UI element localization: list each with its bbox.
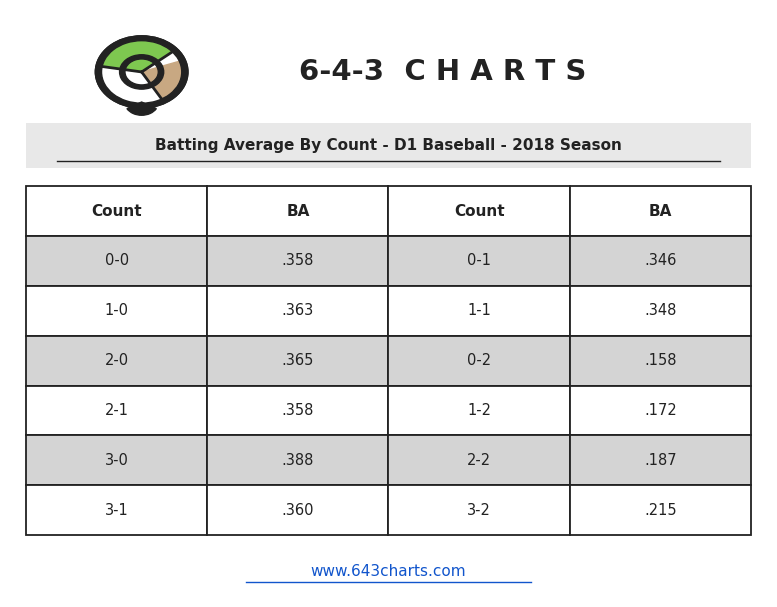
Wedge shape xyxy=(120,55,164,89)
Text: 1-1: 1-1 xyxy=(467,304,491,318)
FancyBboxPatch shape xyxy=(207,186,388,236)
Text: .215: .215 xyxy=(644,503,677,518)
Text: .363: .363 xyxy=(282,304,314,318)
FancyBboxPatch shape xyxy=(207,385,388,435)
Text: 3-1: 3-1 xyxy=(105,503,128,518)
FancyBboxPatch shape xyxy=(207,435,388,485)
Text: .358: .358 xyxy=(282,403,314,418)
Wedge shape xyxy=(141,61,182,99)
FancyBboxPatch shape xyxy=(207,286,388,336)
Text: BA: BA xyxy=(286,203,309,219)
Wedge shape xyxy=(96,36,188,108)
FancyBboxPatch shape xyxy=(207,336,388,385)
Text: .360: .360 xyxy=(281,503,314,518)
Text: 6-4-3  C H A R T S: 6-4-3 C H A R T S xyxy=(299,58,586,86)
FancyBboxPatch shape xyxy=(388,485,570,535)
FancyBboxPatch shape xyxy=(570,286,751,336)
FancyBboxPatch shape xyxy=(26,286,207,336)
Text: 1-2: 1-2 xyxy=(467,403,491,418)
Text: 0-0: 0-0 xyxy=(104,254,129,268)
Text: .388: .388 xyxy=(282,453,314,468)
Text: Batting Average By Count - D1 Baseball - 2018 Season: Batting Average By Count - D1 Baseball -… xyxy=(155,138,622,153)
Text: 2-1: 2-1 xyxy=(105,403,128,418)
FancyBboxPatch shape xyxy=(388,286,570,336)
Text: BA: BA xyxy=(649,203,672,219)
FancyBboxPatch shape xyxy=(570,236,751,286)
FancyBboxPatch shape xyxy=(207,485,388,535)
FancyBboxPatch shape xyxy=(570,186,751,236)
Text: 1-0: 1-0 xyxy=(105,304,128,318)
Text: .187: .187 xyxy=(644,453,677,468)
Text: Count: Count xyxy=(91,203,142,219)
Circle shape xyxy=(102,41,182,103)
FancyBboxPatch shape xyxy=(26,186,207,236)
Wedge shape xyxy=(127,102,156,115)
FancyBboxPatch shape xyxy=(570,385,751,435)
FancyBboxPatch shape xyxy=(570,435,751,485)
FancyBboxPatch shape xyxy=(207,236,388,286)
Text: .358: .358 xyxy=(282,254,314,268)
FancyBboxPatch shape xyxy=(26,485,207,535)
FancyBboxPatch shape xyxy=(388,186,570,236)
Text: .172: .172 xyxy=(644,403,677,418)
Wedge shape xyxy=(102,41,172,72)
FancyBboxPatch shape xyxy=(388,435,570,485)
Text: .346: .346 xyxy=(644,254,677,268)
FancyBboxPatch shape xyxy=(26,435,207,485)
Circle shape xyxy=(96,36,188,108)
Text: 3-2: 3-2 xyxy=(467,503,491,518)
Text: .365: .365 xyxy=(282,353,314,368)
FancyBboxPatch shape xyxy=(26,123,751,168)
Text: 2-2: 2-2 xyxy=(467,453,491,468)
Text: 2-0: 2-0 xyxy=(104,353,129,368)
Text: 0-2: 0-2 xyxy=(467,353,491,368)
FancyBboxPatch shape xyxy=(388,236,570,286)
FancyBboxPatch shape xyxy=(26,385,207,435)
Text: 0-1: 0-1 xyxy=(467,254,491,268)
FancyBboxPatch shape xyxy=(26,236,207,286)
FancyBboxPatch shape xyxy=(388,385,570,435)
Text: .348: .348 xyxy=(644,304,677,318)
Text: Count: Count xyxy=(454,203,504,219)
Text: www.643charts.com: www.643charts.com xyxy=(311,564,466,578)
FancyBboxPatch shape xyxy=(388,336,570,385)
Text: 3-0: 3-0 xyxy=(105,453,128,468)
FancyBboxPatch shape xyxy=(570,485,751,535)
FancyBboxPatch shape xyxy=(570,336,751,385)
FancyBboxPatch shape xyxy=(26,336,207,385)
Text: .158: .158 xyxy=(644,353,677,368)
